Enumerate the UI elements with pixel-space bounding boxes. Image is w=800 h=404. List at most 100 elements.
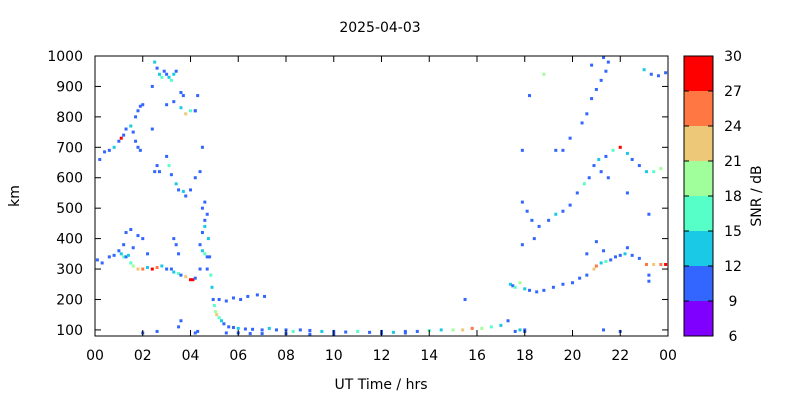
data-point — [189, 109, 192, 113]
data-point — [136, 145, 140, 149]
data-point — [625, 191, 629, 195]
data-point — [368, 330, 372, 334]
data-point — [150, 84, 154, 88]
data-point — [525, 209, 529, 213]
data-point — [141, 267, 145, 271]
y-tick-label: 700 — [56, 140, 83, 156]
data-point — [590, 97, 594, 101]
colorbar-tick-label: 27 — [724, 84, 742, 100]
data-point — [174, 69, 178, 73]
data-point — [136, 267, 140, 271]
data-point — [227, 325, 231, 329]
data-point — [561, 282, 565, 286]
colorbar-tick-label: 18 — [724, 189, 742, 205]
x-tick-label: 16 — [468, 348, 486, 364]
data-point — [107, 255, 111, 259]
data-point — [532, 237, 536, 241]
data-point — [193, 331, 197, 335]
data-point — [599, 261, 603, 265]
data-point — [647, 279, 651, 283]
y-tick-label: 100 — [56, 323, 83, 339]
data-point — [184, 275, 188, 279]
data-point — [645, 170, 649, 174]
data-point — [138, 148, 142, 152]
x-tick-label: 18 — [516, 348, 534, 364]
colorbar-bins — [684, 56, 713, 336]
data-point — [267, 326, 271, 330]
x-tick-label: 04 — [182, 348, 200, 364]
data-point — [181, 94, 185, 98]
data-point — [508, 282, 512, 286]
colorbar-tick-label: 6 — [729, 329, 738, 345]
data-point — [604, 259, 608, 263]
data-point — [308, 329, 312, 333]
y-tick-label: 900 — [56, 79, 83, 95]
data-point — [391, 330, 395, 334]
data-point — [222, 322, 226, 326]
data-point — [248, 332, 252, 336]
data-point — [129, 261, 133, 265]
data-point — [356, 329, 360, 333]
data-point — [153, 170, 157, 174]
x-tick-label: 00 — [659, 348, 677, 364]
data-point — [150, 267, 154, 271]
data-point — [568, 203, 572, 207]
y-axis-ticks: 100 200 300 400 500 600 700 800 900 1000 — [47, 49, 668, 339]
data-point — [606, 60, 610, 64]
data-point — [499, 323, 503, 327]
data-point — [659, 167, 663, 171]
data-point — [172, 237, 176, 241]
data-point — [167, 164, 171, 168]
data-point — [594, 264, 598, 268]
data-point — [172, 100, 176, 104]
x-tick-label: 02 — [134, 348, 152, 364]
data-point — [231, 296, 235, 300]
data-point — [528, 94, 532, 98]
y-tick-label: 200 — [56, 292, 83, 308]
data-point — [165, 103, 169, 107]
data-point — [160, 75, 164, 79]
chart-title: 2025-04-03 — [339, 20, 420, 36]
data-point — [177, 188, 181, 192]
data-point — [537, 224, 541, 228]
x-axis-label: UT Time / hrs — [334, 377, 427, 393]
data-point — [179, 106, 183, 110]
data-point — [117, 249, 121, 253]
x-axis-ticks: 00 02 04 06 08 10 12 14 16 18 20 22 00 — [86, 56, 677, 364]
data-point — [664, 262, 668, 266]
x-tick-label: 00 — [86, 348, 104, 364]
data-point — [224, 299, 228, 303]
data-point — [136, 109, 140, 113]
data-point — [203, 252, 207, 256]
data-point — [260, 328, 264, 332]
data-point — [451, 328, 455, 332]
data-point — [155, 266, 159, 270]
data-point — [489, 325, 493, 329]
data-point — [568, 136, 572, 140]
data-point — [630, 253, 634, 257]
data-point — [511, 284, 515, 288]
data-point — [652, 170, 656, 174]
data-point — [217, 316, 221, 320]
data-point — [196, 94, 200, 98]
data-point — [112, 253, 116, 257]
data-point — [157, 72, 161, 76]
data-point — [124, 231, 128, 235]
y-tick-label: 800 — [56, 110, 83, 126]
data-point — [585, 273, 589, 277]
data-point — [403, 331, 407, 335]
data-point — [209, 273, 213, 277]
data-point — [260, 332, 264, 336]
data-point — [208, 255, 212, 259]
data-point — [578, 276, 582, 280]
x-tick-label: 22 — [611, 348, 629, 364]
data-point — [177, 325, 181, 329]
data-point — [530, 218, 534, 222]
data-point — [165, 154, 169, 158]
data-point — [585, 112, 589, 116]
colorbar-tick-label: 15 — [724, 224, 742, 240]
data-point — [623, 252, 627, 256]
data-point — [461, 328, 465, 332]
colorbar-bin — [684, 266, 713, 301]
x-tick-label: 14 — [420, 348, 438, 364]
